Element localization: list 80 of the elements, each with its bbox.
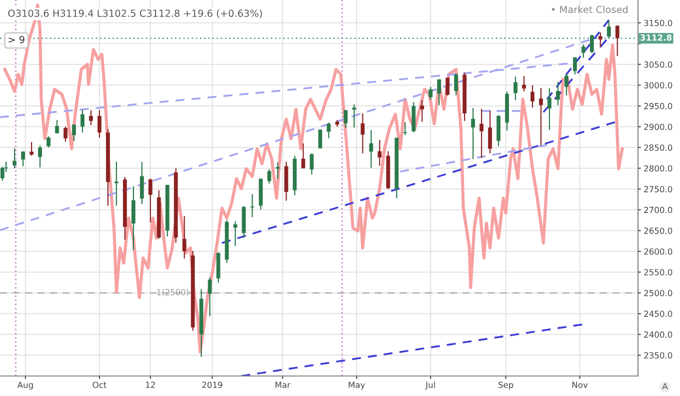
candlestick [369, 129, 374, 168]
candlestick [598, 32, 602, 48]
candlestick [131, 186, 136, 251]
candlestick [12, 148, 16, 169]
y-tick-label: 2450.0 [644, 310, 672, 317]
candlestick [21, 150, 25, 167]
candlestick [72, 124, 76, 142]
x-tick-label: Sep [498, 382, 514, 390]
candlestick [606, 20, 611, 39]
y-tick-label: 2900.0 [644, 124, 672, 130]
candlestick [590, 34, 594, 54]
y-tick-label: 2600.0 [644, 248, 672, 255]
candlestick [471, 107, 475, 160]
candlestick [480, 108, 484, 158]
x-tick-label: Aug [17, 382, 33, 390]
x-tick-label: Jul [425, 382, 435, 390]
candlestick [539, 88, 543, 146]
annotation: • Market Closed [552, 6, 628, 14]
y-tick-label: 2800.0 [644, 165, 672, 172]
candlestick [360, 112, 365, 154]
text: A [662, 383, 668, 390]
candlestick [352, 104, 356, 128]
candlestick [556, 81, 560, 106]
candlestick [114, 161, 118, 206]
candlestick [420, 100, 424, 122]
candlestick [30, 142, 34, 156]
candlestick [522, 75, 526, 92]
candlestick [615, 24, 620, 57]
candlestick [140, 161, 144, 205]
candlestick [55, 120, 59, 134]
y-tick-label: 3050.0 [644, 61, 672, 68]
annotation: > 9 [8, 36, 24, 44]
candlestick [38, 144, 42, 168]
candlestick [318, 129, 322, 149]
candlestick [514, 76, 518, 101]
candlestick [208, 276, 212, 317]
candlestick [267, 168, 272, 184]
candlestick [98, 110, 102, 138]
y-tick-label: 2750.0 [644, 186, 672, 192]
candlestick [310, 152, 314, 176]
candlestick [89, 110, 93, 126]
candlestick [46, 136, 50, 148]
x-tick-label: 12 [146, 382, 155, 388]
y-tick-label: 2350.0 [644, 352, 672, 359]
candlestick [572, 56, 577, 75]
x-tick-label: May [348, 382, 365, 390]
candlestick [581, 44, 586, 58]
y-tick-label: 2500.0 [644, 290, 672, 296]
candlestick [182, 215, 186, 259]
y-tick-label: 2700.0 [644, 206, 672, 214]
annotation: O3103.6 H3119.4 L3102.5 C3112.8 +19.6 (+0.63%) [8, 9, 262, 18]
candlestick [250, 193, 254, 218]
candlestick [446, 77, 450, 96]
candlestick [454, 72, 458, 96]
y-tick-label: 2950.0 [644, 102, 672, 110]
ref-line-label: 3112.8 [640, 34, 672, 41]
x-tick-label: Mar [276, 382, 290, 388]
candlestick [80, 109, 84, 134]
candlestick [488, 110, 492, 154]
x-tick-label: 2019 [202, 382, 222, 388]
y-tick-label: 3000.0 [644, 82, 672, 88]
candlestick [148, 178, 152, 223]
y-tick-label: 3150.0 [644, 20, 672, 26]
y-tick-label: 2850.0 [644, 144, 672, 151]
candlestick [301, 142, 306, 169]
y-tick-label: 2400.0 [644, 331, 672, 338]
y-tick-label: 2550.0 [644, 269, 672, 276]
candlestick [403, 122, 408, 136]
candlestick [564, 73, 568, 96]
annotation: 1(2500) [157, 288, 188, 296]
candlestick [548, 88, 552, 131]
y-tick-label: 2650.0 [644, 228, 672, 234]
candlestick [64, 126, 68, 142]
candlestick [437, 78, 442, 106]
candlestick [530, 84, 534, 108]
x-tick-label: Oct [92, 382, 106, 388]
x-tick-label: Nov [572, 382, 588, 388]
candlestick [378, 139, 382, 166]
candlestick [428, 86, 433, 100]
candlestick [344, 110, 348, 129]
